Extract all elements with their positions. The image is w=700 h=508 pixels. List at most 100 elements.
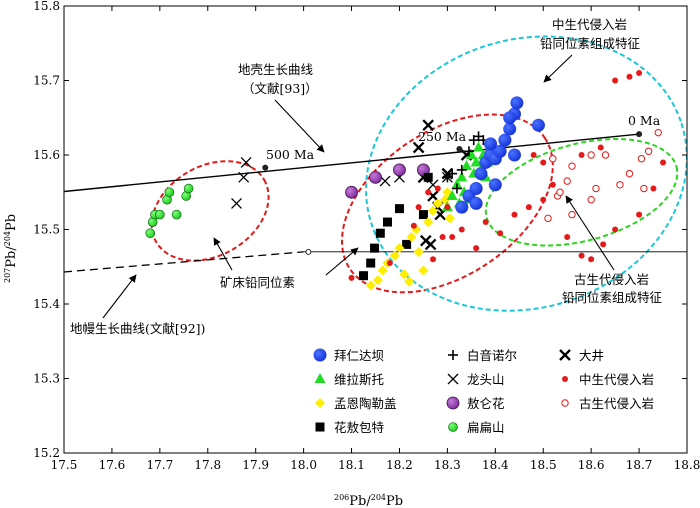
- data-point: [183, 183, 194, 194]
- data-point: [434, 185, 441, 192]
- legend-marker: [562, 376, 568, 382]
- data-point: [171, 209, 182, 220]
- data-point: [588, 256, 595, 263]
- data-point: [511, 211, 518, 218]
- data-point: [386, 260, 393, 267]
- data-point: [544, 214, 552, 223]
- arrow-paleozoic: [565, 195, 615, 271]
- data-point: [155, 209, 165, 220]
- x-tick-label: 17.8: [194, 458, 221, 472]
- data-point: [568, 210, 576, 219]
- legend-label: 扁扁山: [467, 420, 505, 435]
- legend-label: 白音诺尔: [467, 348, 517, 363]
- data-point: [455, 200, 469, 214]
- plot-area: [64, 35, 687, 312]
- data-point: [449, 233, 456, 240]
- data-point: [556, 188, 564, 196]
- data-point: [366, 258, 376, 268]
- legend-marker: [559, 349, 571, 361]
- x-tick-label: 17.7: [146, 458, 173, 472]
- data-point: [415, 204, 422, 211]
- legend-marker: [561, 399, 569, 407]
- data-point: [465, 149, 477, 159]
- ellipse-paleozoic: [484, 138, 679, 247]
- data-point: [231, 197, 242, 209]
- data-point: [372, 275, 383, 286]
- annotation-paleozoic-line2: 铅同位素组成特征: [562, 290, 663, 305]
- data-point: [370, 243, 380, 253]
- y-tick-label: 15.7: [33, 74, 60, 88]
- data-point: [473, 245, 480, 252]
- crust-age-point: [262, 164, 269, 171]
- data-point: [402, 239, 412, 249]
- legend-marker: [448, 422, 458, 432]
- data-point: [439, 233, 446, 240]
- data-point: [531, 118, 545, 132]
- label-age-0: 0 Ma: [628, 113, 661, 128]
- data-point: [525, 204, 532, 211]
- arrow-crust: [274, 99, 325, 153]
- data-point: [240, 156, 252, 168]
- data-point: [393, 163, 406, 177]
- data-point: [164, 187, 175, 198]
- data-point: [470, 156, 482, 167]
- data-point: [510, 96, 524, 110]
- y-tick-label: 15.2: [33, 446, 60, 460]
- ellipse-layer: [150, 35, 687, 312]
- data-point: [456, 164, 467, 175]
- legend-marker: [446, 396, 460, 410]
- data-point: [498, 133, 512, 147]
- data-point: [503, 122, 517, 136]
- legend-marker: [315, 398, 325, 408]
- ellipse-mesozoic: [365, 35, 687, 312]
- annotation-mantle-curve: 地幔生长曲线(文献[92]): [70, 321, 205, 336]
- data-point: [503, 111, 517, 125]
- tick-layer: 17.5 17.6 17.7 17.8 17.9 18.0 18.1 18.2 18.3 18.4…: [33, 0, 700, 472]
- y-tick-label: 15.5: [33, 223, 60, 237]
- data-point: [597, 144, 604, 151]
- data-point: [404, 276, 415, 287]
- data-point: [497, 230, 504, 237]
- data-point: [507, 148, 521, 162]
- y-tick-label: 15.8: [33, 0, 60, 13]
- ellipse-ore-deposits: [340, 113, 554, 294]
- legend-marker: [313, 348, 327, 362]
- data-point: [650, 185, 657, 192]
- x-tick-label: 18.3: [434, 458, 461, 472]
- curve-layer: [64, 133, 687, 273]
- legend-label: 维拉斯托: [334, 372, 384, 387]
- data-point: [587, 151, 595, 159]
- data-point: [654, 128, 662, 137]
- data-point: [375, 228, 385, 238]
- data-point: [418, 265, 429, 276]
- x-tick-label: 18.6: [578, 458, 605, 472]
- arrow-ore-right: [325, 247, 359, 276]
- data-point: [592, 184, 600, 193]
- legend-label: 花敖包特: [334, 420, 384, 435]
- data-point: [461, 160, 473, 171]
- annotation-ore-lead: 矿床铅同位素: [220, 275, 295, 290]
- data-point: [549, 181, 556, 188]
- data-point: [418, 210, 428, 220]
- data-point: [365, 280, 376, 291]
- data-point: [394, 204, 404, 214]
- data-point: [488, 178, 502, 192]
- x-axis-title: 206Pb/204Pb: [334, 493, 403, 508]
- data-point: [382, 217, 392, 227]
- data-point: [540, 159, 547, 166]
- data-point: [430, 256, 437, 263]
- legend-label: 古生代侵入岩: [579, 396, 654, 411]
- data-point: [578, 152, 585, 158]
- data-point: [644, 147, 653, 155]
- data-point: [145, 228, 156, 239]
- data-point: [425, 189, 432, 196]
- data-point: [660, 159, 667, 166]
- x-tick-label: 18.7: [626, 458, 653, 472]
- x-tick-label: 18.4: [482, 458, 509, 472]
- point-layer: [145, 70, 667, 291]
- crust-age-point: [456, 146, 463, 153]
- data-point: [530, 152, 537, 158]
- legend-label: 中生代侵入岩: [579, 372, 654, 387]
- y-tick-label: 15.6: [33, 148, 60, 162]
- data-point: [469, 196, 483, 210]
